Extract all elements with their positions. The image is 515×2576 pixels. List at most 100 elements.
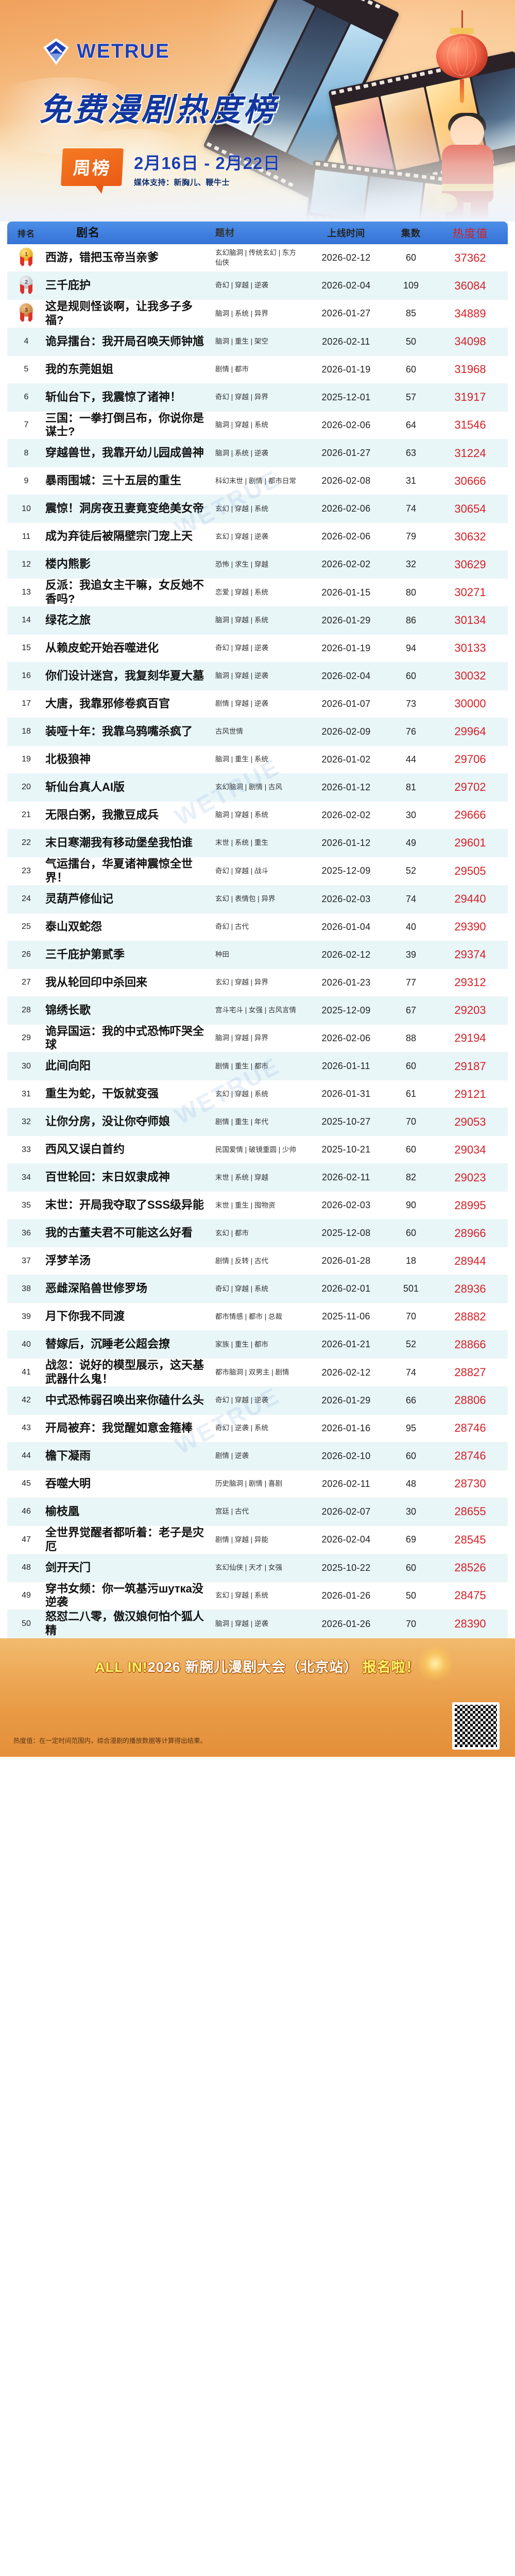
table-row[interactable]: 25 泰山双蛇怨 奇幻 | 古代 2026-01-04 40 29390 [7, 913, 508, 941]
table-row[interactable]: 30 此间向阳 剧情 | 重生 | 都市 2026-01-11 60 29187 [7, 1053, 508, 1081]
table-row[interactable]: 32 让你分房，没让你夺师娘 剧情 | 重生 | 年代 2025-10-27 70 290… [7, 1108, 508, 1137]
cell-heat: 29666 [454, 808, 486, 822]
table-row[interactable]: 29 诡异国运：我的中式恐怖吓哭全球 脑洞 | 穿越 | 异界 2026-02-06 8… [7, 1024, 508, 1053]
table-row[interactable]: 13 反派：我追女主干嘛，女反她不香吗? 恋爱 | 穿越 | 系统 2026-01-1… [7, 579, 508, 607]
table-row[interactable]: 9 暴雨围城：三十五层的重生 科幻末世 | 剧情 | 都市日常 2026-02-08 3… [7, 467, 508, 496]
table-row[interactable]: 18 装哑十年：我靠乌鸦嘴杀疯了 古风世情 2026-02-09 76 29964 [7, 718, 508, 746]
table-row[interactable]: 1 西游，错把玉帝当亲爹 玄幻脑洞 | 传统玄幻 | 东方仙侠 2026-02-12 6… [7, 244, 508, 272]
table-row[interactable]: 24 灵葫芦修仙记 玄幻 | 表情包 | 异界 2026-02-03 74 29440 [7, 885, 508, 913]
table-row[interactable]: 40 替嫁后，沉睡老公超会撩 家族 | 重生 | 都市 2026-01-21 52 288… [7, 1331, 508, 1359]
cell-title: 无限白粥，我撒豆成兵 [45, 808, 159, 822]
table-row[interactable]: 6 斩仙台下，我震惊了诸神！ 奇幻 | 穿越 | 异界 2025-12-01 57 319… [7, 383, 508, 412]
table-row[interactable]: 5 我的东莞姐姐 剧情 | 都市 2026-01-19 60 31968 [7, 355, 508, 384]
table-row[interactable]: 7 三国：一拳打倒吕布，你说你是谋士? 脑洞 | 穿越 | 系统 2026-02-06… [7, 411, 508, 440]
table-row[interactable]: 47 全世界觉醒者都听着：老子是灾厄 剧情 | 穿越 | 异能 2026-02-04 6… [7, 1526, 508, 1554]
table-row[interactable]: 26 三千庇护第贰季 种田 2026-02-12 39 29374 [7, 941, 508, 969]
table-row[interactable]: 35 末世：开局我夺取了SSS级异能 末世 | 重生 | 囤物资 2026-02-03… [7, 1192, 508, 1220]
cell-title: 我从轮回印中杀回来 [45, 975, 148, 989]
table-row[interactable]: 22 末日寒潮我有移动堡垒我怕谁 末世 | 系统 | 重生 2026-01-12 49 2… [7, 829, 508, 857]
table-row[interactable]: 33 西风又误白首约 民国爱情 | 破镜重圆 | 少帅 2025-10-21 60 290… [7, 1136, 508, 1164]
cell-genre: 剧情 | 重生 | 都市 [215, 1062, 269, 1070]
table-row[interactable]: 15 从赖皮蛇开始吞噬进化 奇幻 | 穿越 | 逆袭 2026-01-19 94 3013… [7, 634, 508, 663]
cell-date: 2026-01-23 [321, 977, 371, 988]
cell-genre: 恐怖 | 求生 | 穿越 [215, 560, 269, 568]
table-row[interactable]: 38 恶雌深陷兽世修罗场 奇幻 | 穿越 | 系统 2026-02-01 501 2893… [7, 1275, 508, 1303]
cell-genre: 奇幻 | 逆袭 | 系统 [215, 1424, 269, 1432]
cell-rank: 36 [22, 1228, 31, 1238]
table-row[interactable]: 8 穿越兽世，我靠开幼儿园成兽神 脑洞 | 系统 | 逆袭 2026-01-27 63 3… [7, 439, 508, 468]
cell-rank: 19 [22, 755, 31, 764]
table-row[interactable]: 10 震惊！洞房夜丑妻竟变绝美女帝 玄幻 | 穿越 | 系统 2026-02-06 74… [7, 495, 508, 523]
cell-rank: 42 [22, 1396, 31, 1405]
table-row[interactable]: 41 战忽：说好的模型展示，这天基武器什么鬼！ 都市脑洞 | 双男主 | 剧情 202… [7, 1359, 508, 1387]
table-row[interactable]: 12 楼内熊影 恐怖 | 求生 | 穿越 2026-02-02 32 30629 [7, 551, 508, 579]
cell-episodes: 60 [405, 670, 417, 681]
table-row[interactable]: 14 绿花之旅 脑洞 | 穿越 | 系统 2026-01-29 86 30134 [7, 606, 508, 635]
cell-heat: 29702 [454, 781, 486, 794]
table-row[interactable]: 16 你们设计迷宫，我复刻华夏大墓 脑洞 | 穿越 | 逆袭 2026-02-04 60… [7, 662, 508, 690]
table-row[interactable]: 4 诡异擂台：我开局召唤天师钟馗 脑洞 | 重生 | 架空 2026-02-11 50 3… [7, 328, 508, 356]
cell-heat: 28936 [454, 1282, 486, 1295]
cell-title: 三千庇护第贰季 [45, 947, 125, 961]
cell-genre: 民国爱情 | 破镜重圆 | 少帅 [215, 1145, 297, 1154]
cell-date: 2026-02-11 [322, 1478, 370, 1489]
table-row[interactable]: 11 成为弃徒后被隔壁宗门宠上天 玄幻 | 穿越 | 逆袭 2026-02-06 79 3… [7, 523, 508, 551]
table-row[interactable]: 49 穿书女频：你一筑基污шутка没逆袭 玄幻 | 穿越 | 系统 2026-01-… [7, 1582, 508, 1611]
table-row[interactable]: 21 无限白粥，我撒豆成兵 脑洞 | 穿越 | 系统 2026-02-02 30 2966… [7, 801, 508, 829]
table-row[interactable]: 31 重生为蛇，干饭就变强 玄幻 | 穿越 | 系统 2026-01-31 61 2912… [7, 1080, 508, 1109]
table-row[interactable]: 46 榆枝凰 宫廷 | 古代 2026-02-07 30 28655 [7, 1498, 508, 1526]
cell-episodes: 52 [405, 1339, 417, 1350]
cell-date: 2026-01-27 [321, 308, 371, 319]
cell-heat: 29601 [454, 836, 486, 850]
cell-title: 穿书女频：你一筑基污шутка没逆袭 [45, 1582, 203, 1609]
table-row[interactable]: 37 浮梦羊汤 剧情 | 反转 | 古代 2026-01-28 18 28944 [7, 1247, 508, 1276]
footer-cta[interactable]: ALL IN!2026 新腕儿漫剧大会（北京站） 报名啦！ [95, 1656, 420, 1676]
cell-episodes: 70 [405, 1116, 417, 1127]
cell-rank: 28 [22, 1006, 31, 1015]
table-row[interactable]: 48 剑开天门 玄幻仙侠 | 天才 | 女强 2025-10-22 60 28526 [7, 1554, 508, 1582]
table-row[interactable]: 2 三千庇护 奇幻 | 穿越 | 逆袭 2026-02-04 109 36084 [7, 272, 508, 300]
cell-date: 2025-10-22 [321, 1562, 371, 1573]
table-row[interactable]: 27 我从轮回印中杀回来 玄幻 | 穿越 | 异界 2026-01-23 77 29312 [7, 969, 508, 997]
cell-heat: 29505 [454, 864, 486, 877]
cell-genre: 玄幻 | 穿越 | 异界 [215, 978, 269, 987]
cell-date: 2026-01-26 [321, 1590, 371, 1601]
table-row[interactable]: 3 这是规则怪谈啊，让我多子多福? 脑洞 | 系统 | 异界 2026-01-27 85… [7, 300, 508, 328]
cell-episodes: 109 [403, 280, 419, 291]
cell-episodes: 63 [405, 448, 417, 459]
cell-title: 重生为蛇，干饭就变强 [45, 1087, 159, 1100]
table-row[interactable]: 39 月下你我不同渡 都市情感 | 都市 | 总裁 2025-11-06 70 28882 [7, 1303, 508, 1331]
cell-title: 我的古董夫君不可能这么好看 [45, 1226, 193, 1240]
cell-date: 2026-01-27 [321, 448, 371, 459]
table-row[interactable]: 28 锦绣长歌 宫斗宅斗 | 女强 | 古风言情 2025-12-09 67 29203 [7, 996, 508, 1025]
cell-heat: 28944 [454, 1254, 486, 1267]
cell-heat: 30632 [454, 530, 486, 543]
cell-title: 末世：开局我夺取了SSS级异能 [45, 1198, 204, 1212]
table-row[interactable]: 36 我的古董夫君不可能这么好看 玄幻 | 都市 2025-12-08 60 28966 [7, 1219, 508, 1248]
cell-rank: 38 [22, 1284, 31, 1293]
table-row[interactable]: 42 中式恐怖弱召唤出来你磕什么头 奇幻 | 穿越 | 逆袭 2026-01-29 66… [7, 1386, 508, 1415]
cell-heat: 28882 [454, 1310, 486, 1323]
footer-cta-post: 报名啦！ [362, 1659, 420, 1675]
cell-rank: 33 [22, 1145, 31, 1154]
cell-episodes: 52 [405, 866, 417, 876]
cell-rank: 4 [24, 337, 29, 346]
cell-episodes: 64 [405, 419, 417, 430]
cell-date: 2026-02-04 [321, 1534, 371, 1545]
table-row[interactable]: 44 檐下凝雨 剧情 | 逆袭 2026-02-10 60 28746 [7, 1442, 508, 1470]
table-row[interactable]: 20 斩仙台真人AI版 玄幻脑洞 | 剧情 | 古风 2026-01-12 81 2970… [7, 773, 508, 802]
table-row[interactable]: 50 怒怼二八零，傲汉娘何怕个狐人精 脑洞 | 穿越 | 逆袭 2026-01-26 7… [7, 1610, 508, 1638]
table-row[interactable]: 17 大唐，我靠邪修卷疯百官 剧情 | 穿越 | 逆袭 2026-01-07 73 300… [7, 690, 508, 718]
table-row[interactable]: 23 气运擂台，华夏诸神震惊全世界！ 奇幻 | 穿越 | 战斗 2025-12-09 5… [7, 857, 508, 886]
cell-rank: 23 [22, 866, 31, 875]
table-row[interactable]: 34 百世轮回：末日奴隶成神 末世 | 系统 | 穿越 2026-02-11 82 290… [7, 1164, 508, 1192]
cell-genre: 宫斗宅斗 | 女强 | 古风言情 [215, 1006, 297, 1014]
date-range: 2月16日 - 2月22日 [134, 154, 281, 173]
cell-title: 斩仙台下，我震惊了诸神！ [45, 390, 182, 403]
cell-rank: 44 [22, 1451, 31, 1461]
table-row[interactable]: 43 开局被弃：我觉醒如意金箍棒 奇幻 | 逆袭 | 系统 2026-01-16 95 2… [7, 1414, 508, 1443]
cell-rank: 8 [24, 448, 29, 457]
table-row[interactable]: 19 北极狼神 脑洞 | 重生 | 系统 2026-01-02 44 29706 [7, 745, 508, 774]
qr-code[interactable] [452, 1702, 500, 1750]
table-row[interactable]: 45 吞噬大明 历史脑洞 | 剧情 | 喜剧 2026-02-11 48 28730 [7, 1470, 508, 1498]
